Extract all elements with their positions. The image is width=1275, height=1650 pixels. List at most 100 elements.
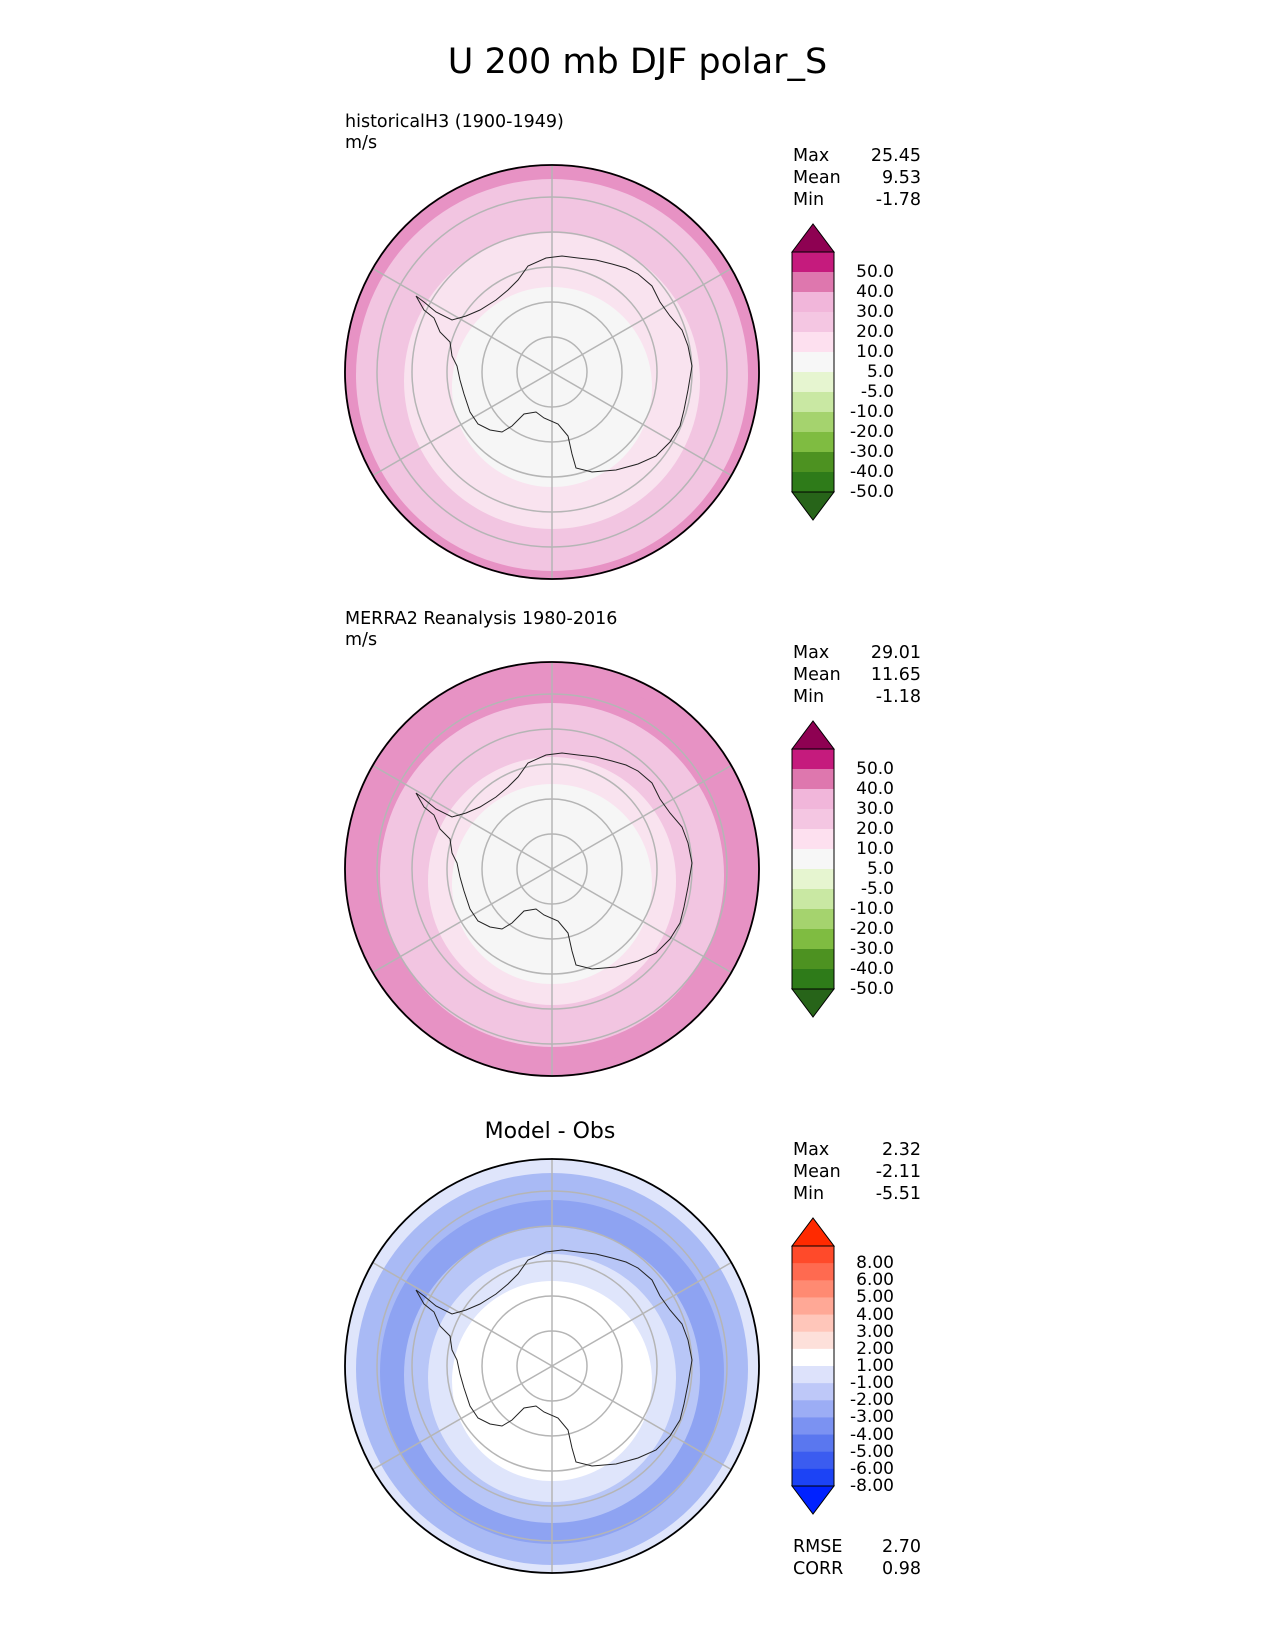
max-value: 2.32	[882, 1140, 921, 1160]
colorbar-tick-label: 10.0	[856, 839, 894, 859]
colorbar-segment	[792, 1400, 834, 1418]
rmse-value: 2.70	[882, 1537, 921, 1557]
meridian-line	[551, 267, 733, 373]
colorbar-segment	[792, 1280, 834, 1298]
panel-model: historicalH3 (1900-1949) m/s Max 25.45 Me…	[0, 110, 1275, 605]
colorbar-tick-label: -20.0	[850, 422, 894, 442]
colorbar-tick-label: -6.00	[850, 1458, 894, 1479]
colorbar-tick-label: 5.00	[856, 1287, 894, 1308]
colorbar-segment	[792, 949, 834, 970]
max-label: Max	[793, 146, 830, 166]
colorbar-segment	[792, 1314, 834, 1333]
mean-label: Mean	[793, 1162, 841, 1182]
colorbar-tick-label: 40.0	[856, 282, 894, 302]
polar-map	[344, 661, 760, 1077]
colorbar-segment	[792, 292, 834, 313]
colorbar-tick-label: 6.00	[856, 1270, 894, 1291]
panel-units: m/s	[345, 630, 378, 650]
mean-value: 9.53	[882, 168, 921, 188]
colorbar-segment	[792, 749, 834, 770]
colorbar-segment	[792, 432, 834, 453]
colorbar-tick-label: -2.00	[850, 1390, 894, 1411]
stats-box: Max 2.32 Mean -2.11 Min -5.51	[793, 1139, 921, 1205]
colorbar-tick-label: 3.00	[856, 1321, 894, 1342]
colorbar-tick-label: 2.00	[856, 1338, 894, 1359]
panel-units: m/s	[345, 133, 378, 153]
colorbar-extend-max	[791, 720, 835, 750]
min-value: -1.78	[875, 190, 921, 210]
colorbar-tick-label: 20.0	[856, 322, 894, 342]
colorbar-tick-label: -20.0	[850, 919, 894, 939]
mean-label: Mean	[793, 168, 841, 188]
colorbar-segment	[792, 1434, 834, 1453]
colorbar-segment	[792, 452, 834, 473]
min-label: Min	[793, 687, 825, 707]
max-label: Max	[793, 643, 830, 663]
colorbar-segment	[792, 472, 834, 493]
colorbar-tick-label: -30.0	[850, 442, 894, 462]
colorbar-segment	[792, 352, 834, 373]
colorbar-tick-label: -50.0	[850, 482, 894, 502]
colorbar-segment	[792, 1451, 834, 1470]
colorbar-segment	[792, 1246, 834, 1264]
colorbar-extend-max	[791, 223, 835, 253]
colorbar-segment	[792, 809, 834, 830]
colorbar-segment	[792, 869, 834, 890]
min-value: -1.18	[875, 687, 921, 707]
colorbar-tick-label: 10.0	[856, 342, 894, 362]
colorbar-extend-min	[791, 1485, 835, 1515]
max-value: 25.45	[870, 146, 921, 166]
colorbar-extend-min	[791, 491, 835, 521]
max-value: 29.01	[870, 643, 921, 663]
colorbar	[791, 720, 835, 1018]
colorbar-tick-label: -3.00	[850, 1407, 894, 1428]
colorbar	[791, 1217, 835, 1515]
rmse-label: RMSE	[793, 1537, 843, 1557]
mean-value: -2.11	[875, 1162, 921, 1182]
colorbar-frame	[791, 748, 835, 990]
colorbar-frame	[791, 1245, 835, 1487]
colorbar-tick-label: -50.0	[850, 979, 894, 999]
colorbar-tick-label: 20.0	[856, 819, 894, 839]
colorbar-tick-label: 5.0	[866, 362, 894, 382]
max-label: Max	[793, 1140, 830, 1160]
colorbar-segment	[792, 1331, 834, 1350]
colorbar-extend-min	[791, 988, 835, 1018]
colorbar-tick-label: -5.00	[850, 1441, 894, 1462]
colorbar-segment	[792, 789, 834, 810]
stats-box: Max 25.45 Mean 9.53 Min -1.78	[793, 145, 921, 211]
colorbar	[791, 223, 835, 521]
colorbar-segment	[792, 1348, 834, 1367]
colorbar-segment	[792, 829, 834, 850]
meridian-line	[551, 764, 733, 870]
colorbar-tick-label: -8.00	[850, 1476, 894, 1496]
figure-title: U 200 mb DJF polar_S	[447, 42, 828, 82]
mean-value: 11.65	[870, 665, 921, 685]
colorbar-tick-label: 8.00	[856, 1253, 894, 1274]
meridian-line	[551, 371, 733, 477]
colorbar-tick-label: -40.0	[850, 462, 894, 482]
meridian-line	[551, 868, 733, 974]
colorbar-tick-label: 40.0	[856, 779, 894, 799]
colorbar-frame	[791, 251, 835, 493]
mean-label: Mean	[793, 665, 841, 685]
antarctica-coastline	[415, 1249, 693, 1467]
colorbar-segment	[792, 1468, 834, 1487]
colorbar-segment	[792, 1297, 834, 1316]
panel-title: Model - Obs	[484, 1119, 616, 1144]
colorbar-tick-label: 50.0	[856, 759, 894, 779]
map-border	[344, 661, 760, 1077]
polar-map	[344, 164, 760, 580]
colorbar-tick-label: 30.0	[856, 302, 894, 322]
colorbar-tick-label: -40.0	[850, 959, 894, 979]
meridian-line	[371, 868, 553, 974]
colorbar-tick-label: 5.0	[866, 859, 894, 879]
colorbar-tick-label: -30.0	[850, 939, 894, 959]
polar-map	[344, 1158, 760, 1574]
colorbar-segment	[792, 332, 834, 353]
colorbar-segment	[792, 889, 834, 910]
corr-label: CORR	[793, 1559, 844, 1579]
colorbar-tick-label: 1.00	[856, 1356, 894, 1376]
meridian-line	[371, 1365, 553, 1471]
colorbar-tick-label: -1.00	[850, 1373, 894, 1394]
